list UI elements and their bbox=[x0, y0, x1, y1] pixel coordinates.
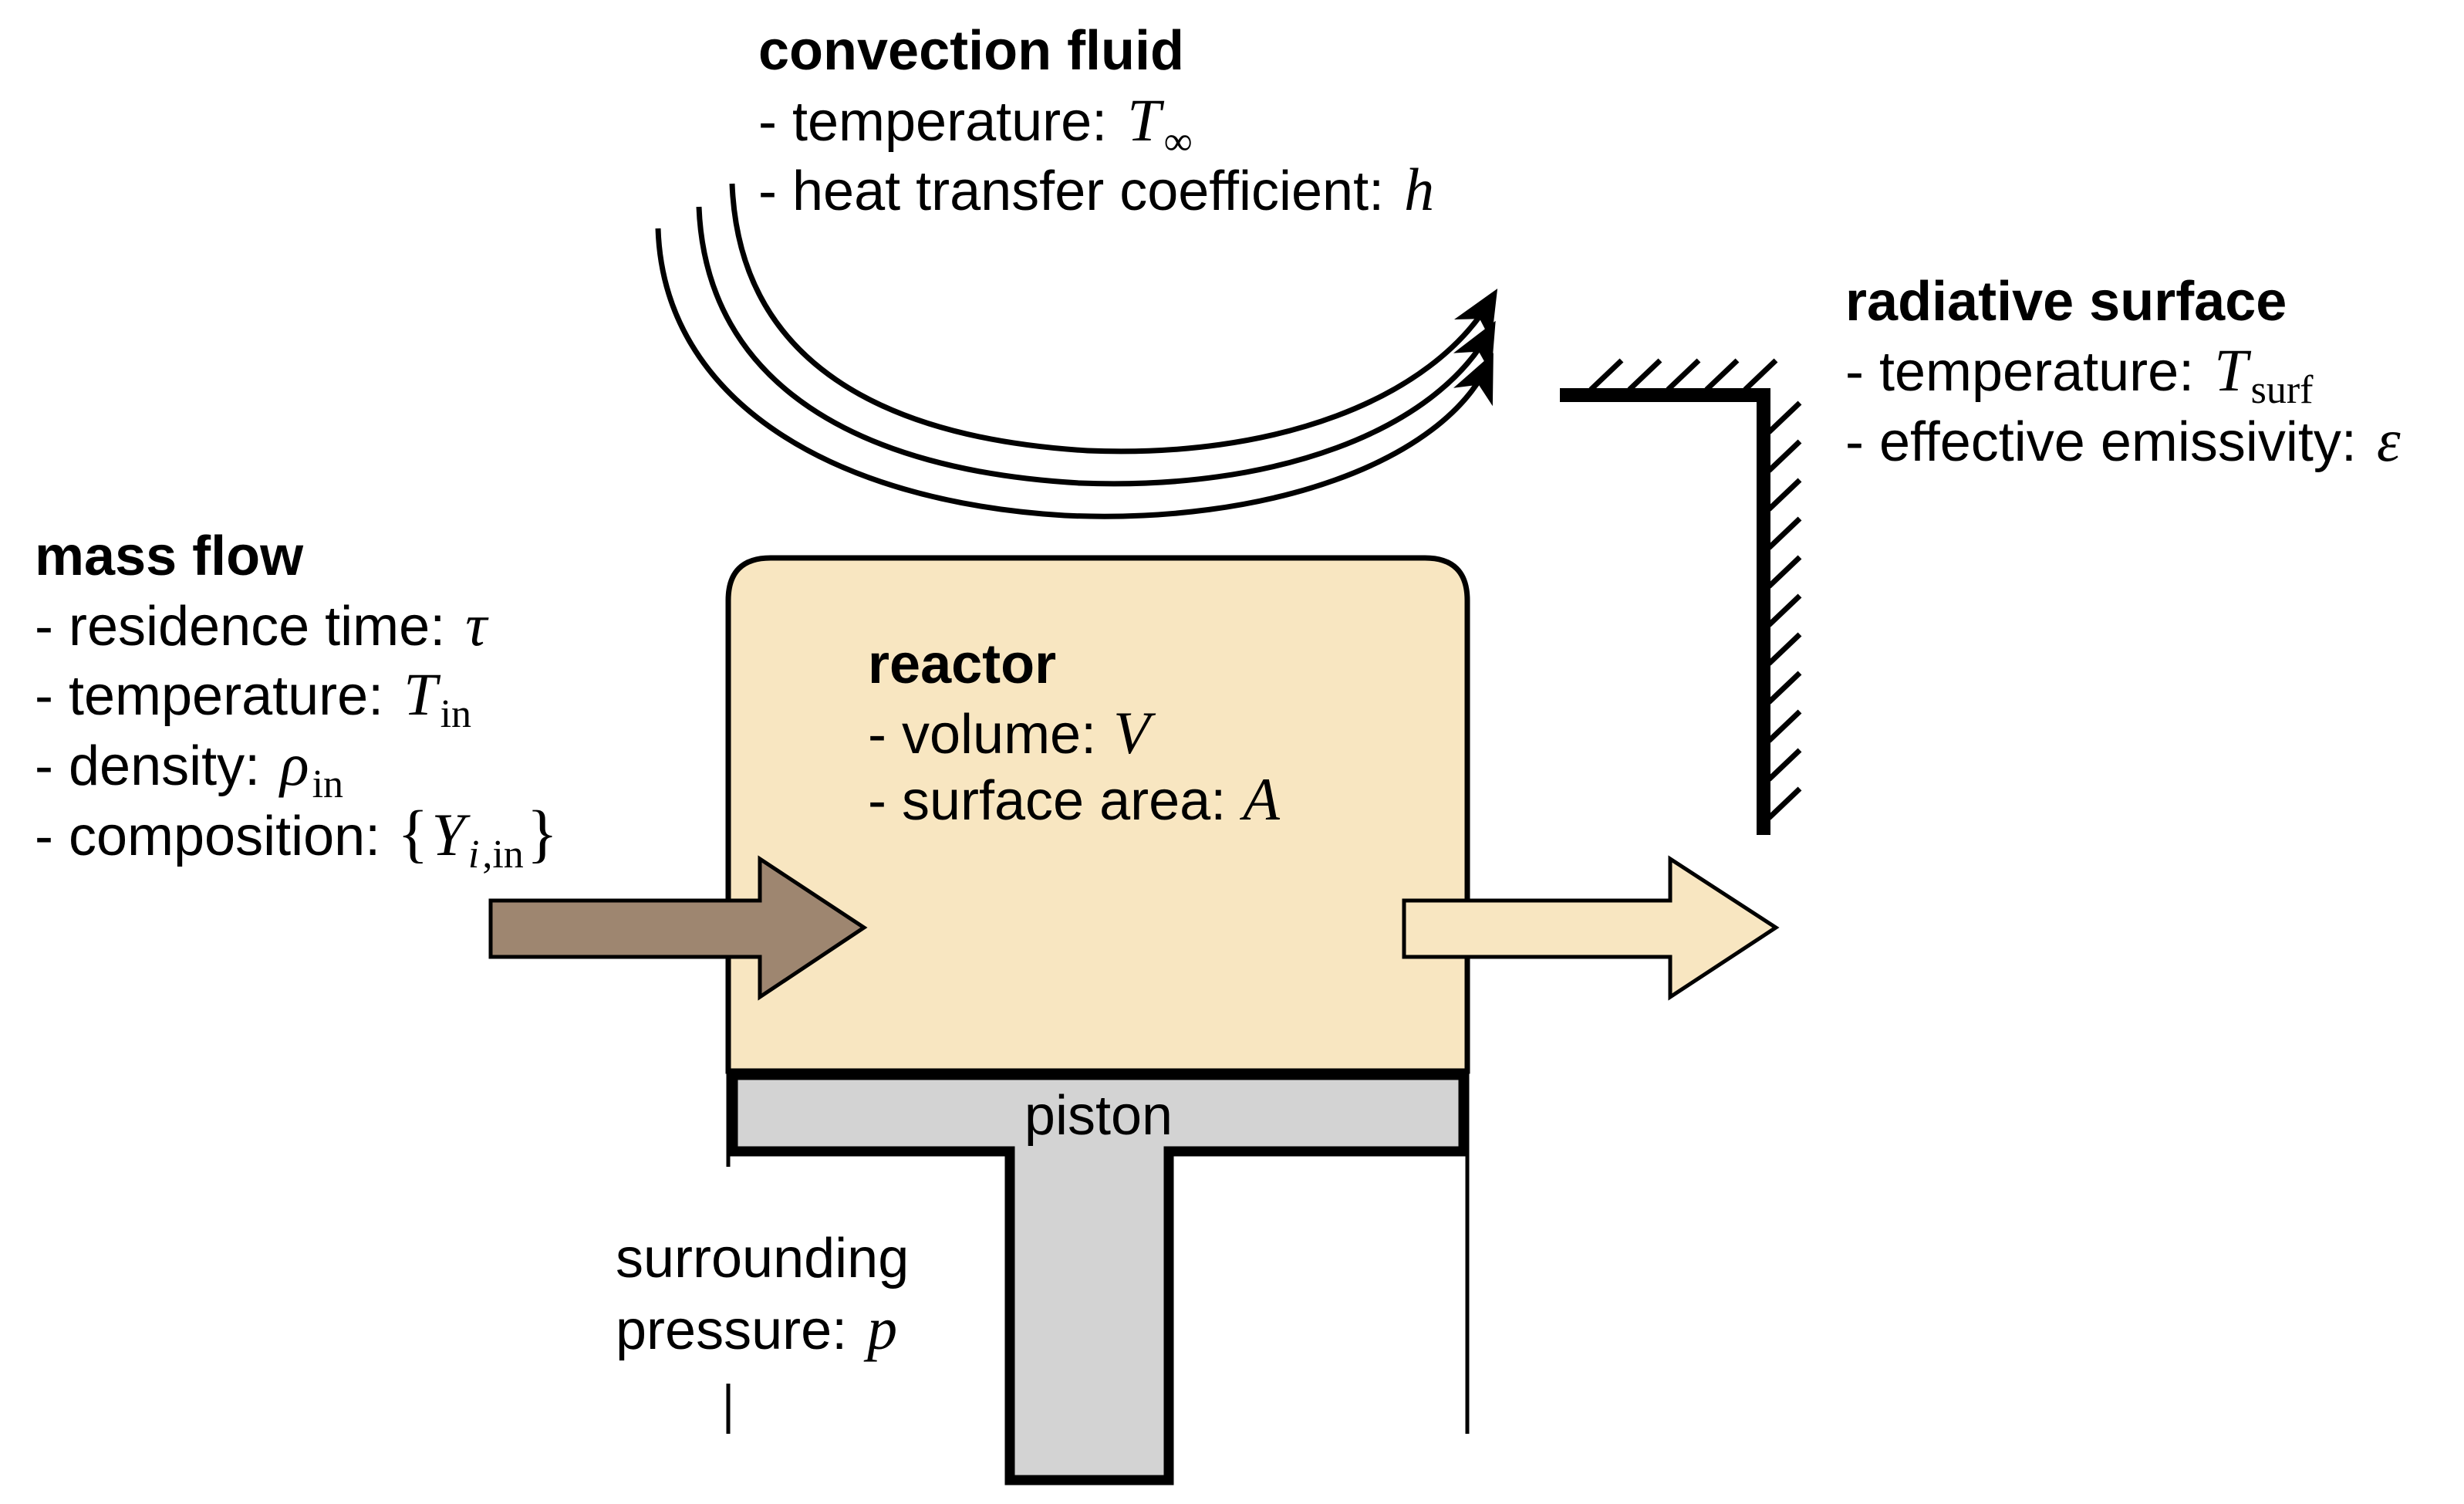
radiative-wall-line bbox=[1560, 388, 1770, 835]
radiative-emissivity-row: - effective emissivity: ε bbox=[1845, 407, 2401, 474]
inflow-arrow bbox=[488, 855, 868, 1001]
convection-temperature-row: - temperature: T ∞ bbox=[758, 86, 1193, 164]
convection-coefficient-label: - heat transfer coefficient: bbox=[758, 161, 1384, 222]
radiative-temperature-label: - temperature: bbox=[1845, 341, 2194, 403]
radiative-temperature-row: - temperature: T surf bbox=[1845, 336, 2314, 412]
mass-flow-composition-subscript-rest: ,in bbox=[482, 833, 523, 877]
mass-flow-residence-symbol: τ bbox=[465, 591, 489, 658]
mass-flow-density-subscript: in bbox=[312, 762, 343, 806]
convection-arc-middle bbox=[696, 206, 1496, 487]
piston-label: piston bbox=[1024, 1085, 1173, 1147]
reactor-area-row: - surface area: A bbox=[868, 766, 1280, 833]
convection-temperature-label: - temperature: bbox=[758, 91, 1107, 153]
surrounding-pressure-row: pressure: p bbox=[616, 1295, 897, 1362]
reactor-title: reactor bbox=[868, 634, 1056, 695]
mass-flow-composition-brace-open: { bbox=[397, 798, 428, 870]
mass-flow-residence-label: - residence time: bbox=[35, 596, 445, 657]
mass-flow-density-label: - density: bbox=[35, 735, 260, 797]
surrounding-pressure-symbol: p bbox=[863, 1295, 897, 1362]
surrounding-pressure-label: pressure: bbox=[616, 1300, 847, 1361]
mass-flow-density-symbol: ρ bbox=[278, 731, 309, 798]
reactor-body bbox=[725, 555, 1470, 1074]
mass-flow-residence-row: - residence time: τ bbox=[35, 591, 489, 658]
reactor-volume-row: - volume: V bbox=[868, 699, 1156, 766]
surrounding-pressure-line1: surrounding bbox=[616, 1228, 909, 1289]
convection-coefficient-symbol: h bbox=[1404, 156, 1434, 223]
convection-arc-inner bbox=[729, 183, 1498, 455]
mass-flow-temperature-row: - temperature: T in bbox=[35, 661, 471, 736]
mass-flow-temperature-subscript: in bbox=[440, 692, 471, 736]
mass-flow-composition-row: - composition: { Y i ,in } bbox=[35, 798, 558, 877]
piston bbox=[727, 1070, 1469, 1485]
mass-flow-temperature-symbol: T bbox=[403, 661, 440, 728]
radiative-emissivity-symbol: ε bbox=[2377, 407, 2401, 474]
convection-coefficient-row: - heat transfer coefficient: h bbox=[758, 156, 1434, 223]
convection-temperature-subscript: ∞ bbox=[1164, 120, 1193, 164]
radiative-temperature-symbol: T bbox=[2214, 336, 2251, 404]
reactor-area-label: - surface area: bbox=[868, 770, 1226, 832]
mass-flow-composition-label: - composition: bbox=[35, 806, 380, 867]
reactor-volume-label: - volume: bbox=[868, 704, 1096, 766]
convection-arc-outer bbox=[655, 228, 1494, 519]
mass-flow-density-row: - density: ρ in bbox=[35, 731, 343, 806]
mass-flow-temperature-label: - temperature: bbox=[35, 665, 383, 727]
radiative-surface-title: radiative surface bbox=[1845, 271, 2287, 333]
convection-fluid-title: convection fluid bbox=[758, 20, 1184, 82]
convection-flow-arcs bbox=[655, 183, 1498, 519]
outflow-arrow bbox=[1402, 855, 1780, 1001]
radiative-temperature-subscript: surf bbox=[2251, 368, 2314, 412]
mass-flow-composition-subscript-i: i bbox=[468, 833, 479, 877]
mass-flow-title: mass flow bbox=[35, 526, 304, 587]
radiative-emissivity-label: - effective emissivity: bbox=[1845, 411, 2357, 473]
reactor-volume-symbol: V bbox=[1113, 699, 1156, 766]
radiative-wall bbox=[1560, 358, 1802, 835]
radiative-wall-hatching bbox=[1588, 358, 1802, 820]
mass-flow-composition-symbol: Y bbox=[432, 801, 471, 868]
mass-flow-composition-brace-close: } bbox=[527, 798, 558, 870]
convection-temperature-symbol: T bbox=[1127, 86, 1164, 154]
reactor-area-symbol: A bbox=[1239, 766, 1280, 833]
